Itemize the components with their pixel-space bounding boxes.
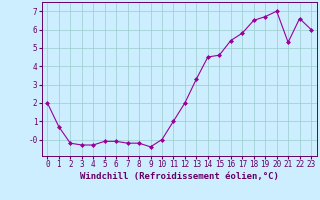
X-axis label: Windchill (Refroidissement éolien,°C): Windchill (Refroidissement éolien,°C) [80, 172, 279, 181]
